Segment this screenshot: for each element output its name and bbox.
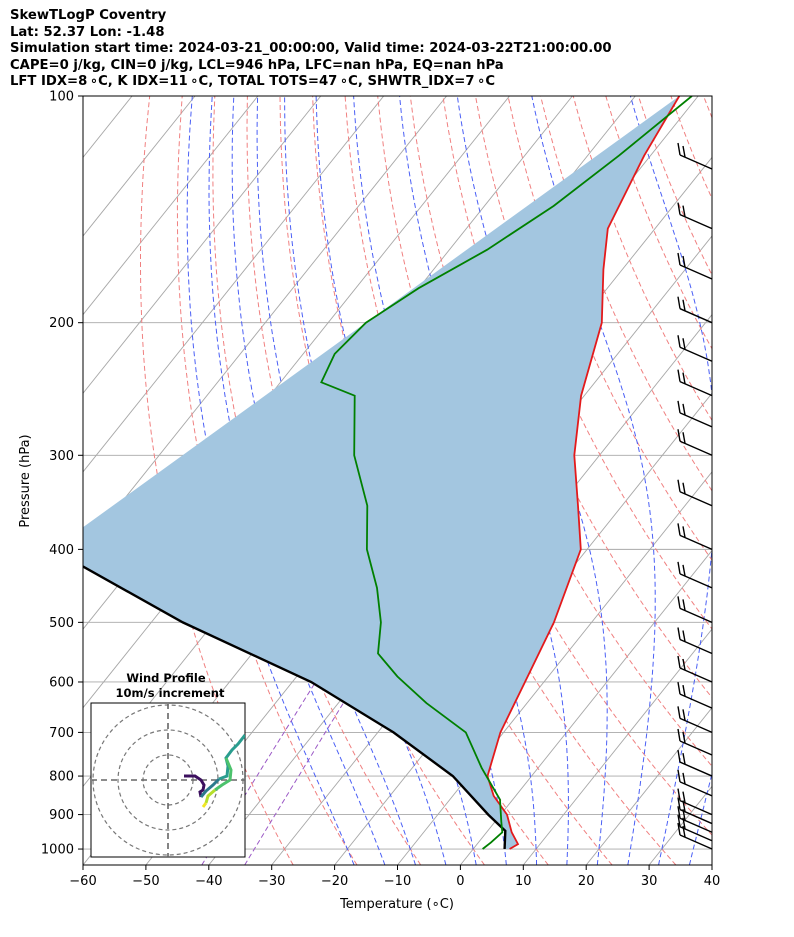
dry-adiabat-line [176, 96, 358, 865]
mixing-ratio-line [244, 681, 357, 865]
isotherm-line [83, 96, 259, 316]
wind-barb [677, 523, 712, 551]
isotherm-line [0, 96, 69, 865]
moist-adiabat-line [186, 96, 355, 865]
location-line: Lat: 52.37 Lon: -1.48 [10, 24, 165, 40]
indices-line-2: LFT IDX=8 ∘C, K IDX=11 ∘C, TOTAL TOTS=47… [10, 74, 496, 89]
y-tick-label: 900 [49, 808, 74, 823]
isotherm-line [83, 96, 322, 394]
hodograph-segment [201, 802, 208, 808]
x-tick-label: −20 [321, 874, 348, 889]
wind-barb [677, 769, 712, 797]
profile-lines [83, 96, 693, 850]
wind-barb [677, 749, 712, 777]
wind-barb [677, 728, 712, 756]
wind-barb [677, 400, 712, 428]
wind-barb [677, 335, 712, 362]
hodograph-segment [214, 757, 233, 792]
y-tick-label: 800 [49, 770, 74, 785]
y-tick-label: 100 [49, 90, 74, 105]
y-tick-label: 1000 [41, 843, 74, 858]
x-tick-label: −60 [69, 874, 96, 889]
wind-profile-inset: Wind Profile 10m/s increment [90, 671, 246, 858]
x-tick-label: −30 [258, 874, 285, 889]
wind-barb [677, 788, 712, 816]
wind-barb [677, 142, 712, 170]
x-tick-label: −50 [132, 874, 159, 889]
x-tick-label: 40 [704, 874, 721, 889]
y-tick-label: 700 [49, 726, 74, 741]
indices-line-1: CAPE=0 j/kg, CIN=0 j/kg, LCL=946 hPa, LF… [10, 57, 504, 73]
wind-barb [677, 596, 712, 623]
chart-header: SkewTLogP Coventry Lat: 52.37 Lon: -1.48… [10, 8, 612, 91]
x-tick-label: 30 [641, 874, 658, 889]
wind-barb [677, 252, 712, 280]
dry-adiabat-line [670, 96, 712, 200]
hodograph-segment [204, 788, 216, 804]
y-tick-label: 300 [49, 449, 74, 464]
hodograph-segment [199, 777, 221, 798]
dry-adiabat-line [409, 96, 712, 767]
x-axis-ticks: −60 −50 −40 −30 −20 −10 0 10 20 30 40 [69, 865, 720, 889]
hodograph-segment [184, 774, 206, 798]
wind-barb [677, 682, 712, 709]
dry-adiabat-line [769, 96, 794, 865]
isotherm-line [711, 864, 712, 865]
inset-subtitle: 10m/s increment [116, 686, 225, 700]
isotherm-line [522, 628, 712, 865]
wind-barb [677, 655, 712, 683]
x-tick-label: 20 [578, 874, 595, 889]
wind-barb [710, 96, 712, 97]
plot-area [0, 96, 794, 865]
x-tick-label: −40 [195, 874, 222, 889]
wind-barb [677, 561, 712, 589]
temperature-line [486, 96, 681, 850]
isotherm-line [460, 549, 712, 865]
wind-barb [677, 202, 712, 230]
isotherm-line [271, 313, 712, 865]
dewpoint-line [320, 96, 693, 850]
time-line: Simulation start time: 2024-03-21_00:00:… [10, 41, 612, 56]
isotherm-line [83, 96, 447, 552]
parcel-shade [83, 96, 680, 849]
y-tick-label: 200 [49, 316, 74, 331]
dry-adiabat-line [703, 96, 712, 120]
x-tick-label: 0 [456, 874, 464, 889]
inset-title: Wind Profile [126, 671, 206, 685]
dry-adiabat-line [637, 96, 712, 277]
wind-barb [677, 479, 712, 507]
y-tick-label: 500 [49, 616, 74, 631]
moist-adiabat-line [629, 96, 712, 865]
wind-barb [677, 822, 712, 850]
dry-adiabat-line [140, 96, 294, 865]
y-tick-label: 400 [49, 543, 74, 558]
isotherm-line [585, 707, 712, 865]
x-axis-label: Temperature (∘C) [339, 897, 454, 912]
moist-adiabat-line [720, 96, 794, 865]
wind-barb [677, 429, 712, 456]
x-tick-label: −10 [384, 874, 411, 889]
wind-barb [677, 369, 712, 397]
moist-adiabat-line [208, 96, 386, 865]
dry-adiabat-line [736, 96, 794, 865]
isotherm-line [648, 785, 712, 865]
wind-barb [677, 706, 712, 734]
wind-barb [677, 296, 712, 324]
chart-title: SkewTLogP Coventry [10, 8, 167, 23]
dry-adiabat-line [540, 96, 712, 492]
x-tick-label: 10 [515, 874, 532, 889]
isotherm-line [83, 96, 385, 473]
y-axis-label: Pressure (hPa) [18, 434, 33, 527]
wind-barb [677, 627, 712, 655]
isotherm-line [83, 96, 196, 237]
wind-barbs [677, 96, 712, 850]
y-axis-ticks: 1000 900 800 700 600 500 400 300 200 100 [41, 90, 83, 858]
y-tick-label: 600 [49, 675, 74, 690]
dry-adiabat-line [572, 96, 712, 422]
